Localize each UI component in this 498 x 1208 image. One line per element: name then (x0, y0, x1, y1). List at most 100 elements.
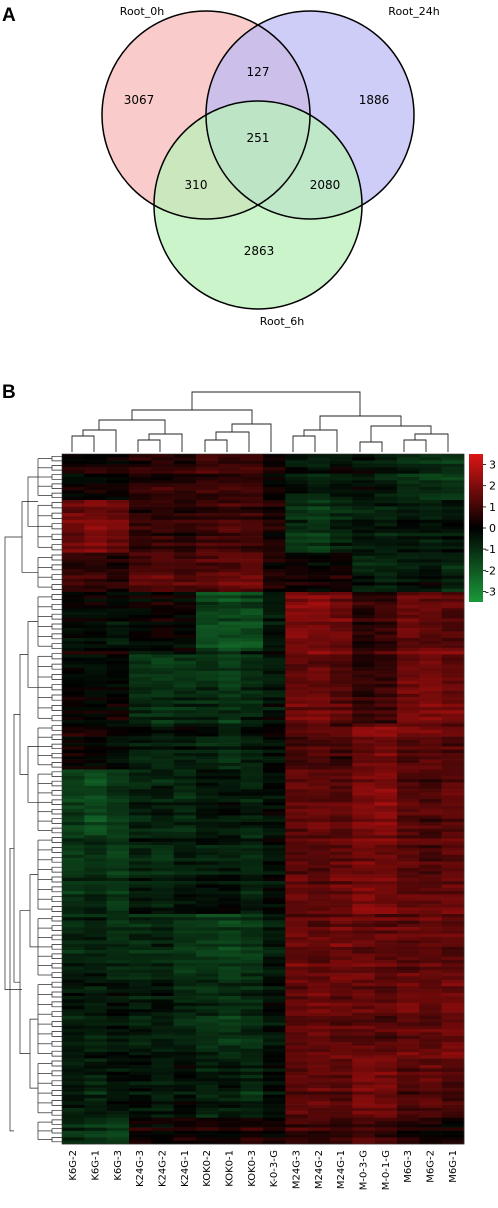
heatmap-cell (84, 1068, 107, 1073)
heatmap-cell (129, 858, 152, 862)
heatmap-cell (218, 529, 241, 534)
heatmap-cell (62, 509, 85, 514)
heatmap-cell (374, 631, 398, 636)
heatmap-row (62, 700, 465, 705)
heatmap-cell (352, 608, 375, 613)
heatmap-row (62, 496, 465, 501)
heatmap-cell (62, 828, 85, 833)
heatmap-cell (397, 1032, 420, 1036)
heatmap-cell (374, 825, 398, 829)
heatmap-cell (285, 624, 308, 629)
heatmap-cell (263, 644, 286, 649)
heatmap-cell (84, 710, 107, 714)
heatmap-cell (263, 782, 286, 787)
heatmap-cell (218, 799, 241, 803)
heatmap-cell (419, 621, 442, 626)
heatmap-cell (330, 631, 353, 636)
heatmap-cell (374, 713, 398, 718)
heatmap-cell (285, 1124, 308, 1128)
heatmap-cell (240, 710, 264, 714)
heatmap-cell (151, 960, 174, 964)
heatmap-cell (441, 841, 465, 846)
heatmap-cell (441, 766, 465, 770)
heatmap-cell (173, 519, 197, 524)
column-label: M6G-1 (448, 1150, 459, 1183)
heatmap-cell (84, 644, 107, 649)
heatmap-cell (218, 454, 241, 458)
heatmap-cell (84, 1061, 107, 1066)
heatmap-cell (151, 1134, 174, 1138)
heatmap-cell (352, 1101, 375, 1105)
heatmap-cell (441, 884, 465, 889)
heatmap-cell (419, 1048, 442, 1053)
heatmap-cell (129, 1042, 152, 1046)
heatmap-row (62, 871, 465, 875)
heatmap-cell (218, 785, 241, 790)
heatmap-cell (374, 575, 398, 580)
heatmap-cell (374, 877, 398, 882)
heatmap-cell (397, 1058, 420, 1063)
heatmap-cell (196, 976, 219, 981)
heatmap-cell (173, 605, 197, 609)
heatmap-cell (330, 930, 353, 935)
heatmap-cell (240, 769, 264, 774)
heatmap-cell (62, 536, 85, 540)
heatmap-cell (106, 513, 130, 517)
heatmap-cell (397, 923, 420, 928)
heatmap-cell (196, 1117, 219, 1122)
heatmap-cell (240, 848, 264, 852)
heatmap-cell (419, 996, 442, 1000)
heatmap-cell (397, 825, 420, 829)
heatmap-cell (62, 526, 85, 530)
heatmap-cell (374, 519, 398, 524)
heatmap-cell (129, 946, 152, 951)
heatmap-cell (129, 917, 152, 921)
heatmap-cell (352, 858, 375, 862)
heatmap-cell (62, 677, 85, 682)
heatmap-cell (419, 900, 442, 905)
row-dendrogram-branch (51, 1080, 62, 1087)
heatmap-cell (240, 575, 264, 580)
heatmap-cell (173, 500, 197, 504)
heatmap-row (62, 1114, 465, 1119)
heatmap-cell (441, 562, 465, 567)
heatmap-cell (129, 519, 152, 524)
heatmap-cell (129, 1025, 152, 1030)
heatmap-cell (106, 766, 130, 770)
heatmap-cell (84, 657, 107, 662)
heatmap-cell (441, 1006, 465, 1010)
heatmap-cell (84, 726, 107, 731)
heatmap-cell (263, 1029, 286, 1033)
heatmap-cell (151, 552, 174, 557)
heatmap-cell (173, 657, 197, 662)
heatmap-cell (196, 697, 219, 701)
heatmap-cell (441, 789, 465, 793)
heatmap-cell (62, 877, 85, 882)
heatmap-cell (397, 992, 420, 997)
heatmap-cell (285, 1006, 308, 1010)
heatmap-row (62, 799, 465, 803)
heatmap-cell (84, 582, 107, 586)
heatmap-cell (151, 983, 174, 987)
heatmap-cell (419, 690, 442, 695)
heatmap-cell (129, 680, 152, 685)
heatmap-cell (196, 979, 219, 984)
heatmap-cell (419, 1042, 442, 1046)
heatmap-cell (62, 565, 85, 570)
heatmap-cell (419, 624, 442, 629)
heatmap-cell (374, 841, 398, 846)
heatmap-cell (62, 552, 85, 557)
heatmap-cell (419, 651, 442, 655)
heatmap-cell (285, 802, 308, 806)
heatmap-cell (173, 661, 197, 665)
heatmap-cell (352, 500, 375, 504)
heatmap-cell (285, 841, 308, 846)
heatmap-cell (62, 519, 85, 524)
heatmap-cell (62, 894, 85, 898)
heatmap-cell (419, 966, 442, 971)
heatmap-cell (352, 1052, 375, 1056)
heatmap-cell (397, 782, 420, 787)
heatmap-cell (129, 1121, 152, 1125)
heatmap-cell (374, 736, 398, 741)
heatmap-cell (151, 677, 174, 682)
